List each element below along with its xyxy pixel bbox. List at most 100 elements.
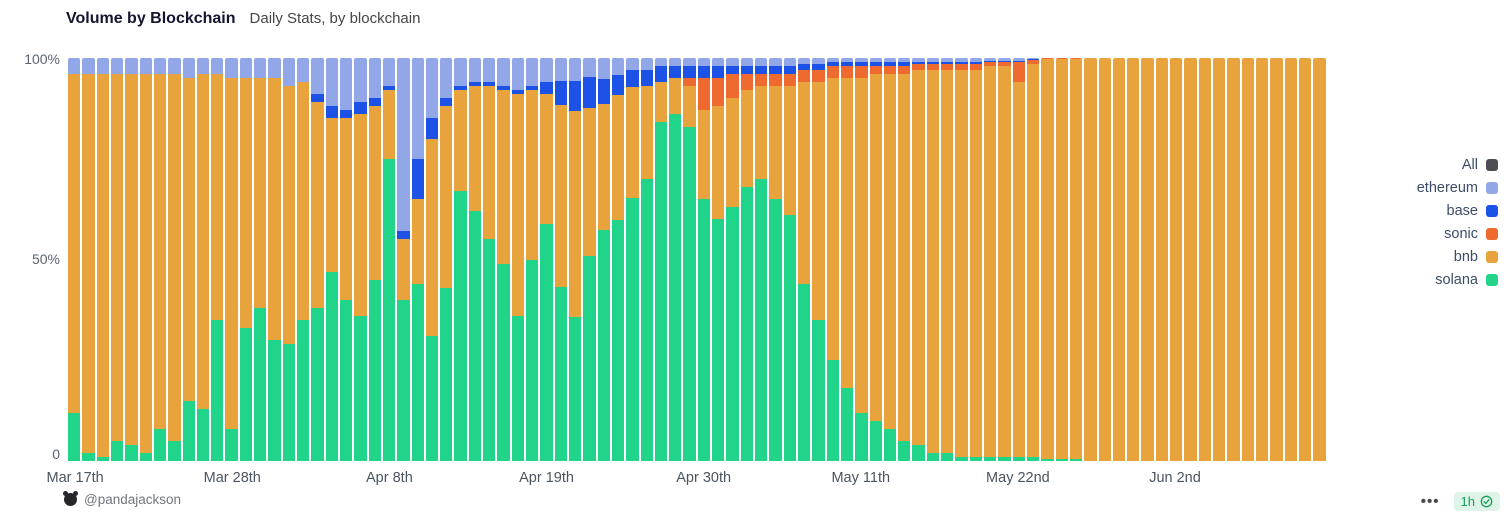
bar[interactable] xyxy=(497,58,510,461)
bar[interactable] xyxy=(683,58,696,461)
bar[interactable] xyxy=(440,58,453,461)
bar[interactable] xyxy=(1084,58,1097,461)
bar[interactable] xyxy=(526,58,539,461)
bar[interactable] xyxy=(783,58,796,461)
bar[interactable] xyxy=(454,58,467,461)
bar[interactable] xyxy=(325,58,338,461)
bar[interactable] xyxy=(1198,58,1211,461)
bar[interactable] xyxy=(282,58,295,461)
bar[interactable] xyxy=(568,58,582,461)
bar[interactable] xyxy=(483,58,496,461)
bar[interactable] xyxy=(755,58,768,461)
bar[interactable] xyxy=(139,58,152,461)
bar[interactable] xyxy=(225,58,238,461)
bar[interactable] xyxy=(339,58,353,461)
bar[interactable] xyxy=(82,58,95,461)
bar[interactable] xyxy=(640,58,653,461)
bar[interactable] xyxy=(1227,58,1240,461)
bar[interactable] xyxy=(125,58,138,461)
bar[interactable] xyxy=(540,58,553,461)
bar[interactable] xyxy=(297,58,310,461)
bar[interactable] xyxy=(196,58,210,461)
bar[interactable] xyxy=(239,58,253,461)
bar[interactable] xyxy=(1255,58,1269,461)
bar[interactable] xyxy=(840,58,854,461)
bar[interactable] xyxy=(425,58,439,461)
bar[interactable] xyxy=(468,58,482,461)
bar[interactable] xyxy=(153,58,167,461)
bar[interactable] xyxy=(554,58,567,461)
bar[interactable] xyxy=(855,58,868,461)
legend-item-bnb[interactable]: bnb xyxy=(1454,249,1498,265)
bar[interactable] xyxy=(1184,58,1197,461)
bar[interactable] xyxy=(697,58,711,461)
bar[interactable] xyxy=(626,58,639,461)
bar[interactable] xyxy=(1012,58,1025,461)
bar[interactable] xyxy=(368,58,381,461)
bar[interactable] xyxy=(96,58,109,461)
bar[interactable] xyxy=(311,58,324,461)
bar[interactable] xyxy=(268,58,281,461)
legend-item-base[interactable]: base xyxy=(1447,203,1498,219)
bar[interactable] xyxy=(998,58,1011,461)
legend-item-solana[interactable]: solana xyxy=(1435,272,1498,288)
bar[interactable] xyxy=(1112,58,1126,461)
bar[interactable] xyxy=(397,58,410,461)
bar[interactable] xyxy=(1213,58,1226,461)
bar[interactable] xyxy=(797,58,811,461)
bar[interactable] xyxy=(354,58,367,461)
bar[interactable] xyxy=(597,58,610,461)
bar[interactable] xyxy=(984,58,997,461)
bar[interactable] xyxy=(1155,58,1169,461)
bar[interactable] xyxy=(1055,58,1068,461)
bar[interactable] xyxy=(168,58,181,461)
bar-segment-solana xyxy=(425,336,439,461)
bar[interactable] xyxy=(1284,58,1297,461)
bar[interactable] xyxy=(955,58,968,461)
refresh-status-badge[interactable]: 1h xyxy=(1453,492,1500,511)
legend-item-sonic[interactable]: sonic xyxy=(1444,226,1498,242)
bar[interactable] xyxy=(669,58,682,461)
bar[interactable] xyxy=(1069,58,1083,461)
bar[interactable] xyxy=(1141,58,1154,461)
bar[interactable] xyxy=(1127,58,1140,461)
bar[interactable] xyxy=(869,58,882,461)
bar[interactable] xyxy=(68,58,81,461)
bar[interactable] xyxy=(726,58,739,461)
bar[interactable] xyxy=(926,58,940,461)
bar[interactable] xyxy=(1041,58,1054,461)
bar[interactable] xyxy=(969,58,982,461)
bar-segment-bnb xyxy=(1155,58,1169,461)
bar[interactable] xyxy=(898,58,911,461)
legend-item-all[interactable]: All xyxy=(1462,157,1498,173)
bar[interactable] xyxy=(826,58,839,461)
bar[interactable] xyxy=(110,58,124,461)
bar[interactable] xyxy=(1026,58,1040,461)
bar[interactable] xyxy=(654,58,668,461)
legend-item-ethereum[interactable]: ethereum xyxy=(1417,180,1498,196)
bar[interactable] xyxy=(1313,58,1326,461)
bar[interactable] xyxy=(712,58,725,461)
bar[interactable] xyxy=(941,58,954,461)
bar[interactable] xyxy=(254,58,267,461)
bar[interactable] xyxy=(769,58,782,461)
bar[interactable] xyxy=(611,58,625,461)
author-credit[interactable]: @pandajackson xyxy=(63,491,181,507)
bar[interactable] xyxy=(382,58,396,461)
bar[interactable] xyxy=(583,58,596,461)
bar[interactable] xyxy=(182,58,195,461)
bar[interactable] xyxy=(211,58,224,461)
bar[interactable] xyxy=(1170,58,1183,461)
bar[interactable] xyxy=(812,58,825,461)
bar[interactable] xyxy=(883,58,897,461)
bar[interactable] xyxy=(912,58,925,461)
bar[interactable] xyxy=(1241,58,1254,461)
bar[interactable] xyxy=(1298,58,1312,461)
bar[interactable] xyxy=(411,58,424,461)
more-menu-icon[interactable]: ••• xyxy=(1420,492,1440,510)
bar[interactable] xyxy=(511,58,524,461)
bar[interactable] xyxy=(1098,58,1111,461)
bar[interactable] xyxy=(1270,58,1283,461)
bar[interactable] xyxy=(740,58,753,461)
bar-segment-base xyxy=(941,62,954,65)
